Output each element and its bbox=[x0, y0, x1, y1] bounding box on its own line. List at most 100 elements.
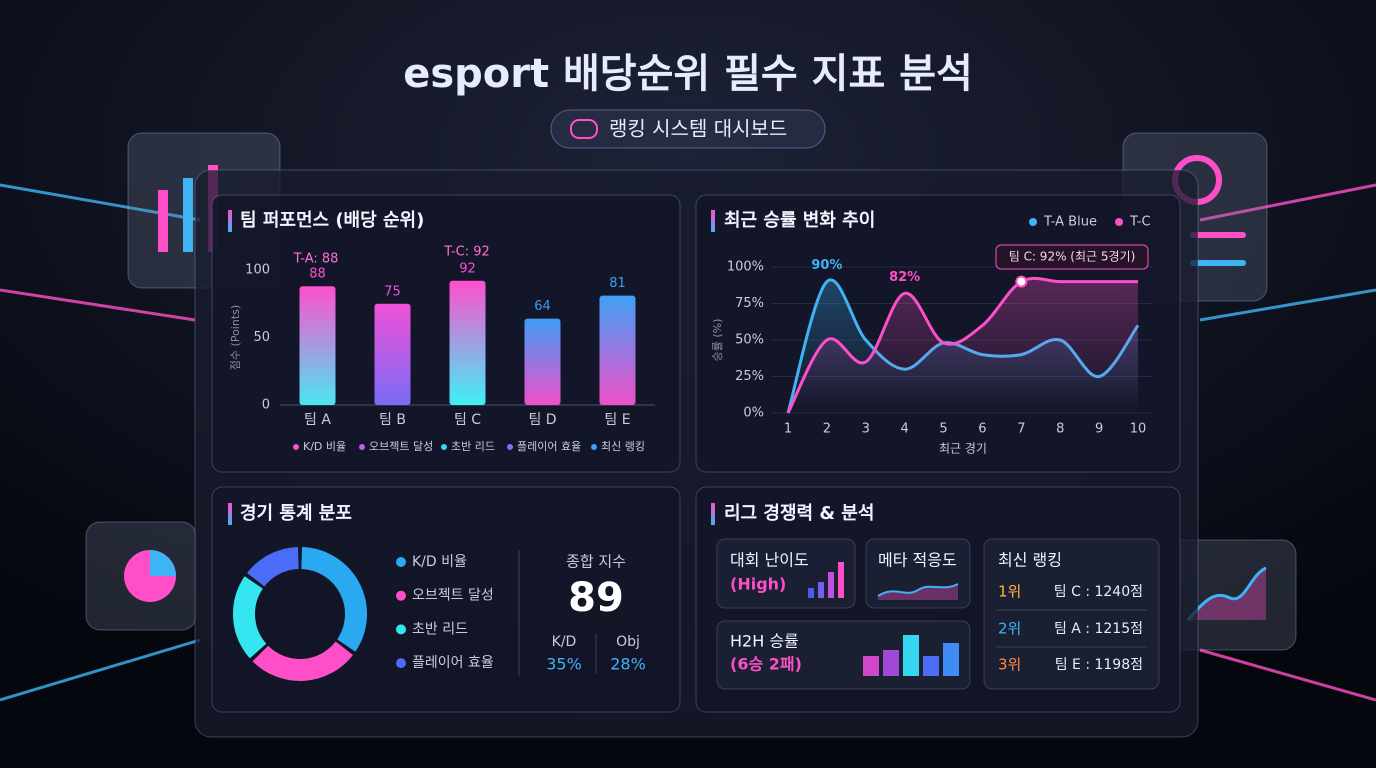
x-tick-label: 9 bbox=[1095, 422, 1103, 437]
area bbox=[788, 278, 1138, 413]
legend-label: T-C bbox=[1129, 215, 1151, 230]
card-sub: (6승 2패) bbox=[730, 655, 802, 674]
donut-segment bbox=[247, 547, 300, 587]
summary-item-label: Obj bbox=[616, 634, 640, 650]
y-tick-label: 100% bbox=[727, 260, 764, 275]
gamepad-icon bbox=[570, 119, 598, 139]
donut-segment bbox=[300, 547, 367, 652]
x-axis-label: 최근 경기 bbox=[939, 442, 987, 456]
rank: 3위 bbox=[998, 656, 1021, 674]
card-title: H2H 승률 bbox=[730, 632, 799, 651]
card-sub: (High) bbox=[730, 575, 786, 594]
rank: 1위 bbox=[998, 583, 1021, 601]
y-tick-label: 0 bbox=[262, 398, 270, 413]
donut-segment bbox=[233, 576, 267, 659]
y-axis-label: 점수 (Points) bbox=[229, 305, 242, 370]
summary-item-value: 28% bbox=[610, 655, 646, 674]
bar bbox=[374, 303, 411, 405]
y-tick-label: 75% bbox=[735, 296, 764, 311]
subtitle-pill bbox=[550, 109, 826, 149]
legend-label: 초반 리드 bbox=[412, 621, 468, 637]
panel-title: 경기 통계 분포 bbox=[240, 503, 352, 524]
bar bbox=[524, 318, 561, 405]
line bbox=[786, 276, 1138, 414]
x-tick-label: 1 bbox=[784, 422, 792, 437]
legend-swatch bbox=[396, 624, 406, 635]
legend-label: 초반 리드 bbox=[451, 440, 495, 453]
legend-swatch bbox=[293, 444, 299, 450]
x-tick-label: 팀 B bbox=[379, 412, 406, 428]
legend-label: 오브젝트 달성 bbox=[412, 588, 494, 604]
mini-bars bbox=[863, 635, 959, 676]
summary-label: 종합 지수 bbox=[566, 553, 626, 571]
summary-value: 89 bbox=[568, 575, 624, 621]
legend-label: 최신 랭킹 bbox=[601, 440, 645, 453]
legend-swatch bbox=[1115, 218, 1123, 226]
mini-wave bbox=[877, 583, 959, 597]
bar bbox=[449, 280, 486, 405]
x-tick-label: 4 bbox=[901, 422, 909, 437]
x-tick-label: 팀 D bbox=[528, 412, 556, 428]
value-label: 82% bbox=[889, 270, 920, 285]
card bbox=[716, 538, 856, 609]
legend-label: 오브젝트 달성 bbox=[369, 440, 433, 453]
value-label: 64 bbox=[534, 299, 551, 314]
x-tick-label: 3 bbox=[862, 422, 870, 437]
ranking-title: 최신 랭킹 bbox=[998, 551, 1062, 570]
legend-swatch bbox=[396, 557, 406, 567]
y-tick-label: 25% bbox=[735, 369, 764, 384]
rank-team: 팀 E : 1198점 bbox=[1055, 657, 1143, 673]
ranking-card bbox=[983, 538, 1160, 690]
legend-swatch bbox=[359, 444, 365, 450]
rank: 2위 bbox=[998, 620, 1021, 638]
panel-title: 리그 경쟁력 & 분석 bbox=[724, 503, 874, 524]
value-label: 92 bbox=[459, 261, 476, 276]
card-title: 대회 난이도 bbox=[730, 551, 809, 570]
page-title: esport 배당순위 필수 지표 분석 bbox=[403, 51, 973, 97]
title-accent bbox=[228, 210, 232, 232]
tooltip-point bbox=[1015, 275, 1028, 288]
y-tick-label: 50% bbox=[735, 333, 764, 348]
legend-swatch bbox=[396, 658, 406, 669]
x-tick-label: 10 bbox=[1130, 422, 1147, 437]
legend-swatch bbox=[1029, 218, 1037, 226]
title-accent bbox=[711, 503, 715, 525]
legend-label: T-A Blue bbox=[1043, 215, 1097, 230]
legend-swatch bbox=[441, 444, 447, 450]
legend-swatch bbox=[591, 444, 597, 450]
title-accent bbox=[228, 503, 232, 525]
legend-label: K/D 비율 bbox=[412, 554, 467, 570]
subtitle: 랭킹 시스템 대시보드 bbox=[609, 117, 787, 141]
bar bbox=[299, 286, 336, 405]
value-label: 88 bbox=[309, 267, 326, 282]
title-accent bbox=[711, 210, 715, 232]
legend-swatch bbox=[396, 590, 406, 601]
legend-swatch bbox=[507, 444, 513, 450]
legend-label: 플레이어 효율 bbox=[517, 440, 581, 453]
value-label: 90% bbox=[811, 258, 842, 273]
neon-lines bbox=[0, 183, 1376, 702]
tooltip: 팀 C: 92% (최근 5경기) bbox=[1009, 250, 1136, 264]
y-tick-label: 100 bbox=[245, 263, 270, 278]
x-tick-label: 2 bbox=[823, 422, 831, 437]
y-tick-label: 0% bbox=[743, 406, 764, 421]
bar bbox=[599, 295, 636, 405]
x-tick-label: 팀 E bbox=[604, 412, 630, 428]
x-tick-label: 8 bbox=[1056, 422, 1064, 437]
legend-label: 플레이어 효율 bbox=[412, 655, 494, 671]
donut-segment bbox=[252, 641, 353, 681]
card-title: 메타 적응도 bbox=[878, 551, 957, 570]
annotation: T-A: 88 bbox=[293, 252, 339, 267]
x-tick-label: 팀 C bbox=[454, 412, 481, 428]
x-tick-label: 6 bbox=[978, 422, 986, 437]
rank-team: 팀 A : 1215점 bbox=[1054, 621, 1143, 637]
y-axis-label: 승률 (%) bbox=[711, 319, 724, 362]
panel-title: 팀 퍼포먼스 (배당 순위) bbox=[240, 210, 424, 231]
x-tick-label: 5 bbox=[939, 422, 947, 437]
summary-item-value: 35% bbox=[546, 655, 582, 674]
tooltip-box bbox=[995, 244, 1149, 270]
x-tick-label: 팀 A bbox=[304, 412, 331, 428]
rank-team: 팀 C : 1240점 bbox=[1054, 584, 1143, 600]
legend-label: K/D 비율 bbox=[303, 440, 346, 453]
